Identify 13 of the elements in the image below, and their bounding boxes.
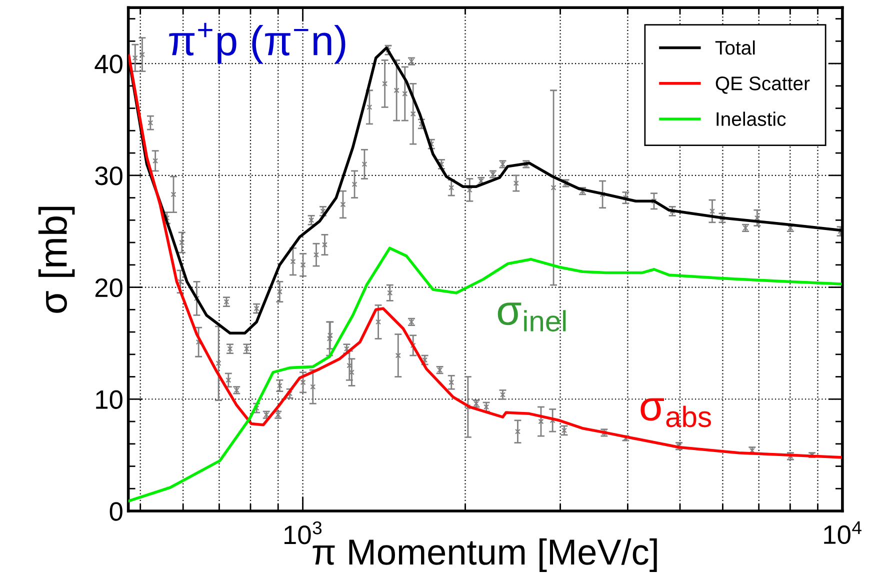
legend-label: Total xyxy=(715,40,755,55)
y-axis-title: σ [mb] xyxy=(38,206,75,313)
annotation: σ$_{abs}$ xyxy=(640,398,711,428)
y-tick-label: 10 xyxy=(96,390,122,409)
legend-label: Inelastic xyxy=(716,112,786,126)
x-tick-label: 10$^{4}$ xyxy=(824,521,862,544)
y-tick-label: 40 xyxy=(94,54,122,74)
annotation: σ$_{inel}$ xyxy=(498,302,566,332)
y-tick-label: 0 xyxy=(110,502,122,521)
y-tick-label: 20 xyxy=(95,278,122,298)
y-tick-label: 30 xyxy=(95,166,122,186)
annotation: π$^{+}$p (π$^{−}$n) xyxy=(169,22,346,64)
legend-label: QE Scatter xyxy=(716,76,810,94)
